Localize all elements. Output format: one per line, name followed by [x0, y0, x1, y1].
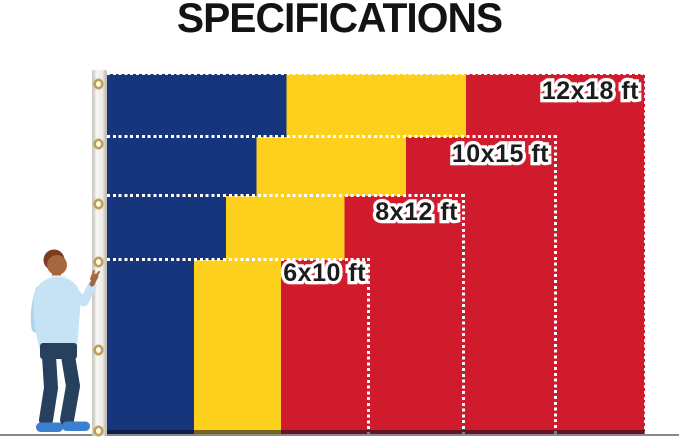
- person-neck: [52, 271, 61, 278]
- person-torso: [33, 277, 81, 350]
- grommet-icon: [94, 426, 103, 436]
- flag-bottom-edge: [107, 430, 645, 434]
- person-raised-arm: [63, 281, 97, 307]
- grommet-icon: [94, 257, 103, 267]
- size-label-12x18-ft: 12x18 ft 12x18 ft: [539, 75, 642, 107]
- person-left-shoe: [36, 422, 63, 432]
- person-right-shoe: [62, 421, 90, 431]
- flag-6x10: [107, 258, 370, 434]
- person-head: [47, 255, 67, 275]
- size-label-10x15-ft: 10x15 ft 10x15 ft: [449, 138, 552, 170]
- page-title: SPECIFICATIONS: [176, 0, 503, 41]
- grommet-icon: [94, 345, 103, 355]
- person-left-leg: [39, 349, 58, 427]
- grommet-icon: [94, 139, 103, 149]
- grommet-icon: [94, 79, 103, 89]
- size-label-6x10-ft: 6x10 ft 6x10 ft: [280, 257, 369, 289]
- size-label-8x12-ft: 8x12 ft 8x12 ft: [372, 196, 461, 228]
- grommet-icon: [94, 199, 103, 209]
- flag-pole-sleeve: [92, 70, 107, 436]
- person-fingers: [90, 270, 100, 280]
- person-illustration: [30, 249, 100, 432]
- ground-line: [0, 433, 679, 436]
- person-right-leg: [60, 349, 80, 427]
